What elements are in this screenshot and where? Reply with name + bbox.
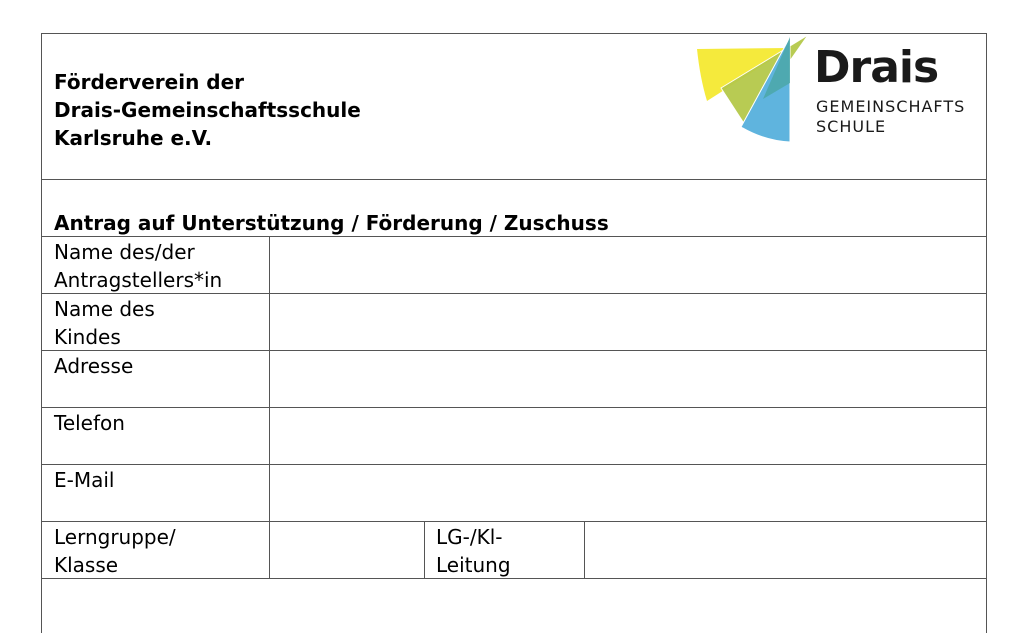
- divider: [41, 236, 987, 237]
- label-line: Name des/der: [54, 240, 195, 264]
- label-class-lead: LG-/Kl- Leitung: [436, 523, 511, 579]
- class-lead-field[interactable]: [585, 522, 987, 578]
- org-line: Drais-Gemeinschaftsschule: [54, 98, 361, 122]
- org-line: Förderverein der: [54, 70, 245, 94]
- form-frame: [41, 33, 987, 633]
- column-divider: [584, 521, 585, 578]
- label-address: Adresse: [54, 354, 134, 378]
- organization-name: Förderverein der Drais-Gemeinschaftsschu…: [54, 68, 361, 152]
- column-divider: [424, 521, 425, 578]
- divider: [41, 179, 987, 180]
- divider: [41, 350, 987, 351]
- org-line: Karlsruhe e.V.: [54, 126, 213, 150]
- label-applicant-name: Name des/der Antragstellers*in: [54, 238, 222, 294]
- phone-field[interactable]: [270, 408, 987, 464]
- label-line: Lerngruppe/: [54, 525, 176, 549]
- divider: [41, 293, 987, 294]
- label-line: Name des: [54, 297, 155, 321]
- column-divider: [269, 236, 270, 578]
- label-class: Lerngruppe/ Klasse: [54, 523, 176, 579]
- address-field[interactable]: [270, 351, 987, 407]
- divider: [41, 521, 987, 522]
- logo-brand: Drais: [814, 42, 939, 93]
- logo-line2: SCHULE: [816, 117, 887, 136]
- child-name-field[interactable]: [270, 294, 987, 350]
- label-email: E-Mail: [54, 468, 115, 492]
- email-field[interactable]: [270, 465, 987, 521]
- divider: [41, 578, 987, 579]
- label-child-name: Name des Kindes: [54, 295, 155, 351]
- label-line: Klasse: [54, 553, 119, 577]
- label-line: Leitung: [436, 553, 511, 577]
- logo-line1: GEMEINSCHAFTS: [816, 97, 966, 116]
- divider: [41, 464, 987, 465]
- class-field[interactable]: [270, 522, 424, 578]
- label-line: Kindes: [54, 325, 121, 349]
- label-phone: Telefon: [54, 411, 125, 435]
- form-title: Antrag auf Unterstützung / Förderung / Z…: [54, 211, 609, 235]
- applicant-name-field[interactable]: [270, 237, 987, 293]
- label-line: Antragstellers*in: [54, 268, 223, 292]
- divider: [41, 407, 987, 408]
- label-line: LG-/Kl-: [436, 525, 503, 549]
- logo-fan-icon: [697, 34, 809, 143]
